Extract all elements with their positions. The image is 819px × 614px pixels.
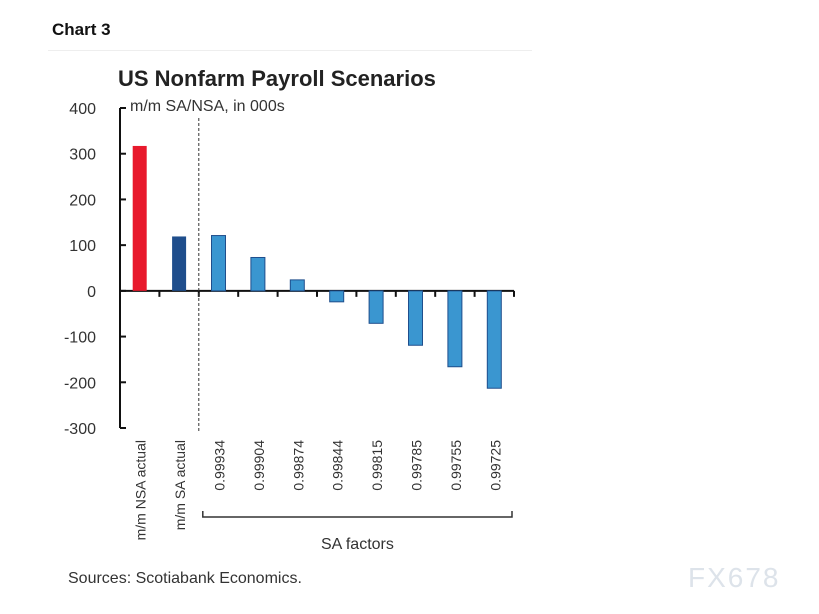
x-tick-label: 0.99874 xyxy=(290,440,306,491)
y-tick-label: 0 xyxy=(87,284,96,301)
x-tick-label: 0.99815 xyxy=(369,440,385,491)
y-tick-label: -200 xyxy=(64,375,96,392)
x-tick-label: 0.99904 xyxy=(251,440,267,491)
x-tick-label: 0.99725 xyxy=(487,440,503,491)
y-tick-label: 300 xyxy=(69,147,96,164)
y-tick-label: 100 xyxy=(69,238,96,255)
chart-label: Chart 3 xyxy=(52,20,111,39)
bar xyxy=(132,145,147,291)
x-tick-label: 0.99755 xyxy=(448,440,464,491)
bar xyxy=(250,256,266,292)
x-tick-label: 0.99844 xyxy=(330,440,346,491)
divider xyxy=(48,50,532,51)
bar xyxy=(211,235,226,292)
group-bracket xyxy=(202,511,513,518)
watermark: FX678 xyxy=(688,562,781,593)
bar xyxy=(172,236,187,291)
source-note: Sources: Scotiabank Economics. xyxy=(68,570,302,587)
bar xyxy=(447,290,463,368)
bar xyxy=(486,290,502,389)
bar xyxy=(408,290,423,346)
bar xyxy=(368,290,384,324)
y-tick-label: 200 xyxy=(69,192,96,209)
group-label: SA factors xyxy=(321,536,394,553)
x-tick-label: m/m SA actual xyxy=(172,440,188,530)
bar xyxy=(329,290,345,303)
chart-title: US Nonfarm Payroll Scenarios xyxy=(118,66,436,91)
y-tick-label: 400 xyxy=(69,101,96,118)
y-tick-label: -300 xyxy=(64,421,96,438)
x-tick-label: 0.99934 xyxy=(212,440,228,491)
x-tick-label: 0.99785 xyxy=(409,440,425,491)
chart-subtitle: m/m SA/NSA, in 000s xyxy=(130,98,285,115)
y-tick-label: -100 xyxy=(64,330,96,347)
bar xyxy=(289,279,305,292)
x-tick-label: m/m NSA actual xyxy=(133,440,149,540)
